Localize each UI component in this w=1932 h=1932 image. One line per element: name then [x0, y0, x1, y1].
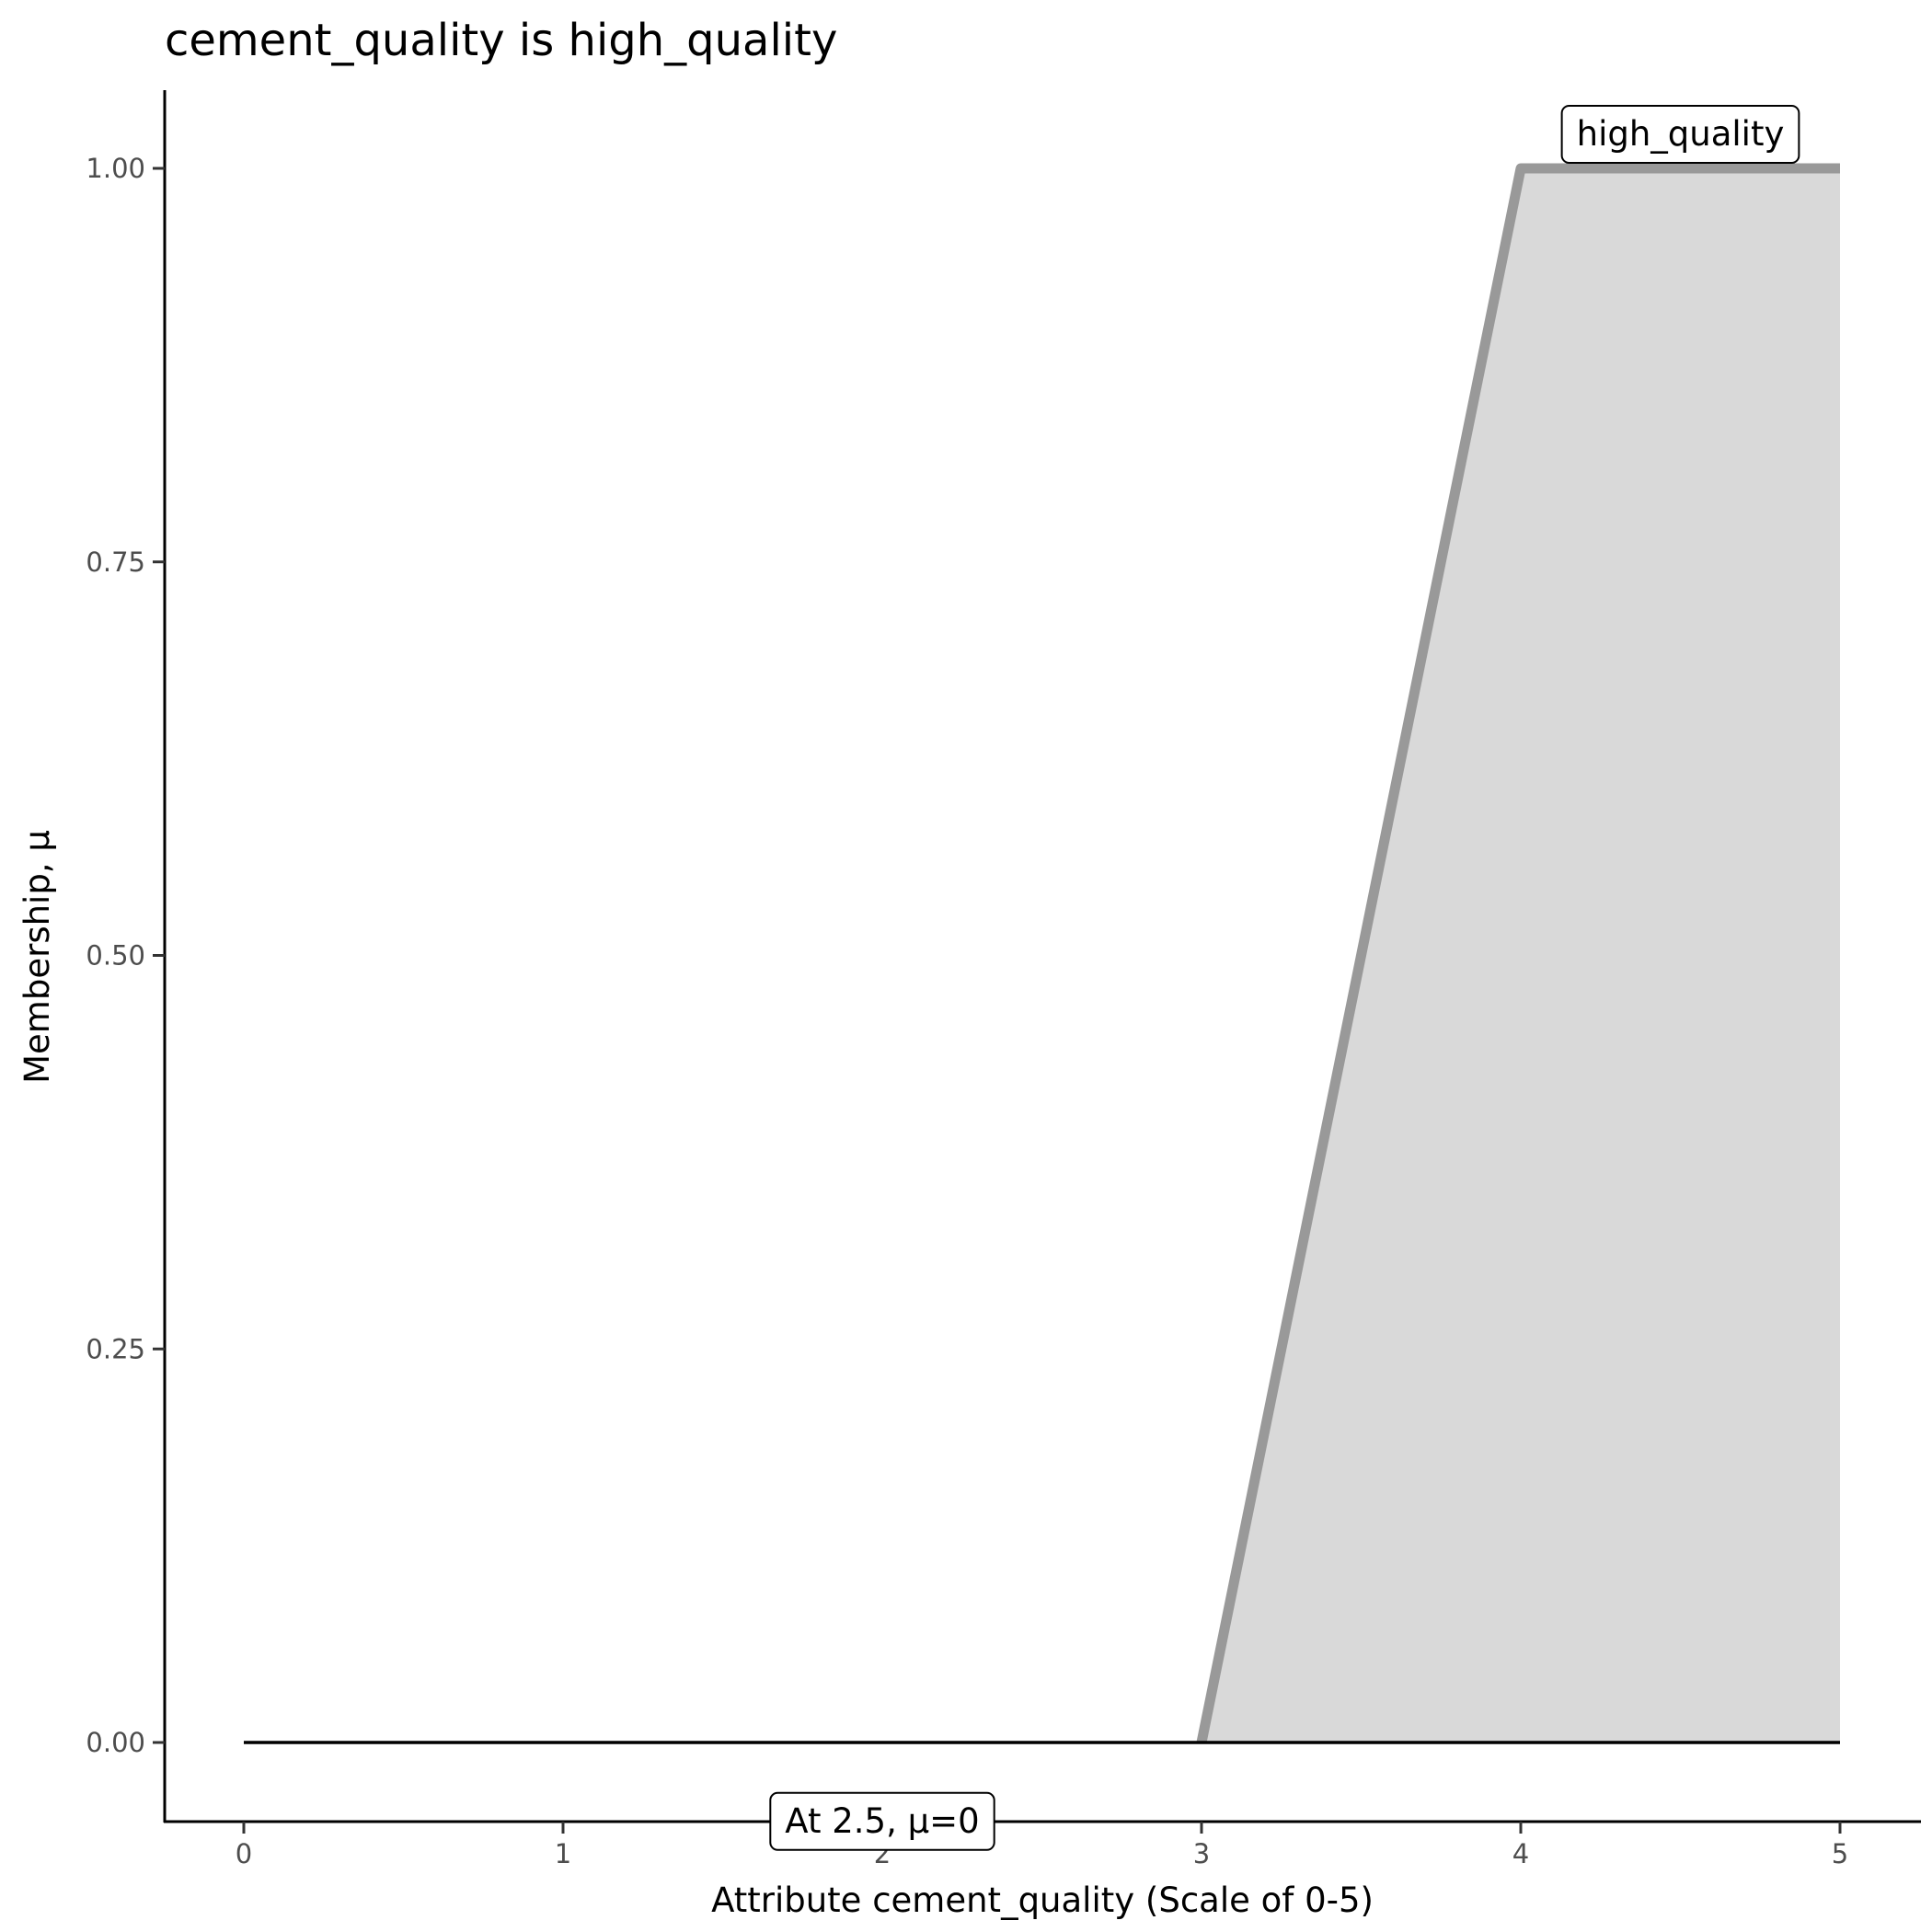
y-tick-label: 0.25 [86, 1333, 145, 1364]
y-axis-title: Membership, μ [17, 830, 57, 1084]
x-tick-label: 4 [1512, 1838, 1529, 1869]
x-axis-title: Attribute cement_quality (Scale of 0-5) [711, 1880, 1374, 1920]
y-axis-ticks: 0.00 0.25 0.50 0.75 1.00 [86, 153, 165, 1758]
x-tick-label: 1 [555, 1838, 571, 1869]
y-tick-label: 0.00 [86, 1727, 145, 1758]
annotation-label: At 2.5, μ=0 [769, 1791, 995, 1851]
annotation-box [1560, 105, 1800, 164]
y-tick-label: 0.50 [86, 940, 145, 972]
y-tick-label: 0.75 [86, 546, 145, 578]
y-tick-label: 1.00 [86, 153, 145, 184]
annotation-text: At 2.5, μ=0 [785, 1801, 979, 1841]
chart-title: cement_quality is high_quality [165, 15, 837, 66]
x-tick-label: 0 [236, 1838, 252, 1869]
x-tick-label: 3 [1193, 1838, 1210, 1869]
x-tick-label: 5 [1832, 1838, 1848, 1869]
series-line-0 [1196, 163, 1840, 1744]
annotations: high_quality At 2.5, μ=0 [769, 105, 1800, 1851]
annotation-label: high_quality [1560, 105, 1800, 164]
annotation-box [769, 1791, 995, 1851]
series-fill-0 [1202, 168, 1840, 1742]
plot-area [244, 163, 1840, 1744]
annotation-text: high_quality [1577, 114, 1785, 154]
